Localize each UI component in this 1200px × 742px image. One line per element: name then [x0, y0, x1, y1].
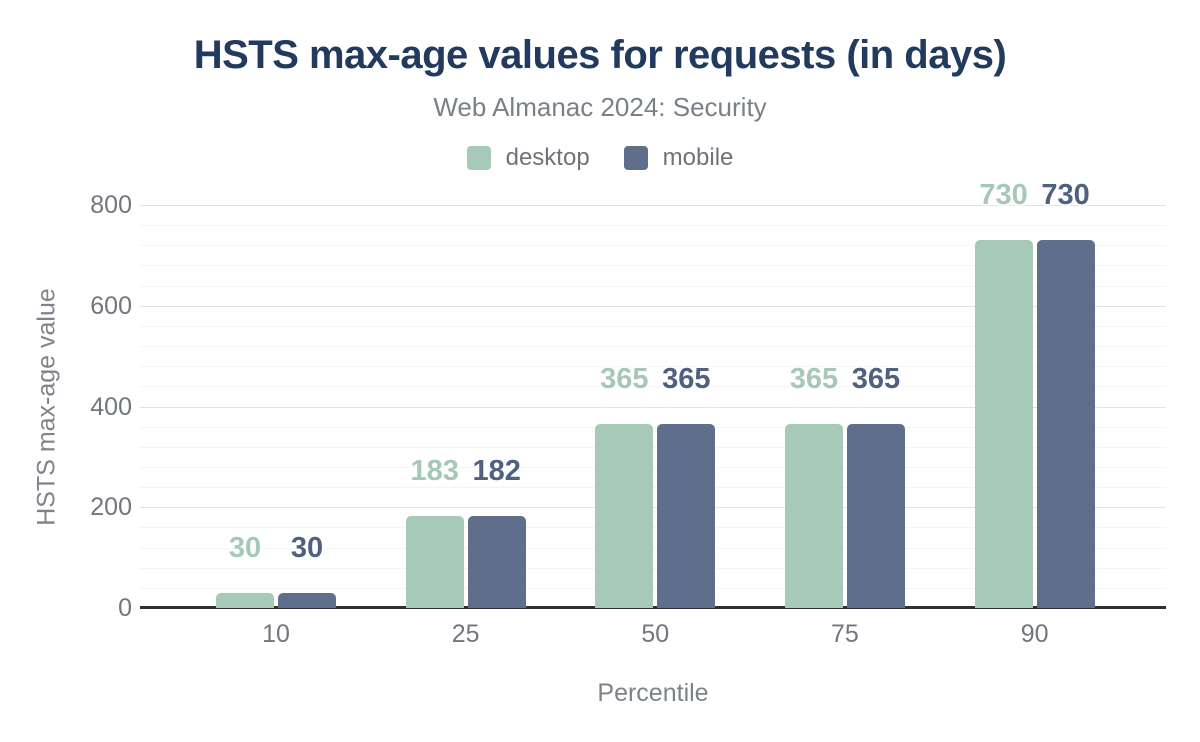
minor-gridline-520: [140, 346, 1166, 348]
mobile-value-label-p90: 730: [1041, 179, 1090, 212]
minor-gridline-680: [140, 265, 1166, 267]
minor-gridline-560: [140, 325, 1166, 327]
plot-area: 30 30 183 182 365 365 365 365 730 730: [140, 180, 1166, 609]
desktop-value-label-p75: 365: [789, 363, 839, 396]
mobile-bar-p10[interactable]: [278, 592, 336, 608]
minor-gridline-360: [140, 426, 1166, 428]
legend: desktop mobile: [0, 144, 1200, 172]
mobile-value-label-p75: 365: [851, 363, 901, 396]
chart-title: HSTS max-age values for requests (in day…: [193, 33, 1007, 77]
minor-gridline-720: [140, 245, 1166, 247]
desktop-bar-p75[interactable]: [784, 424, 843, 608]
major-gridline-400: [140, 406, 1166, 408]
mobile-bar-p90[interactable]: [1036, 240, 1095, 608]
mobile-value-label-p50: 365: [662, 363, 711, 396]
desktop-bar-p25[interactable]: [405, 515, 464, 608]
x-tick-label-25: 25: [451, 620, 480, 648]
y-tick-label-0: 0: [118, 594, 132, 622]
minor-gridline-440: [140, 386, 1166, 388]
y-tick-label-600: 600: [90, 291, 132, 320]
desktop-bar-p50[interactable]: [595, 424, 654, 608]
y-tick-label-200: 200: [90, 493, 132, 522]
mobile-value-label-p10: 30: [290, 531, 324, 564]
minor-gridline-760: [140, 225, 1166, 227]
mobile-swatch-icon: [623, 146, 648, 170]
x-tick-label-75: 75: [831, 620, 859, 648]
legend-item-desktop: desktop: [466, 144, 590, 172]
desktop-value-label-p90: 730: [979, 179, 1028, 212]
mobile-bar-p75[interactable]: [846, 424, 905, 608]
x-axis-title: Percentile: [597, 679, 709, 707]
desktop-bar-p90[interactable]: [974, 240, 1033, 608]
minor-gridline-640: [140, 285, 1166, 287]
legend-item-mobile: mobile: [623, 144, 734, 172]
desktop-value-label-p25: 183: [410, 454, 459, 487]
x-tick-label-50: 50: [641, 620, 670, 648]
major-gridline-600: [140, 305, 1166, 307]
desktop-value-label-p50: 365: [600, 363, 649, 396]
minor-gridline-480: [140, 366, 1166, 368]
x-tick-label-90: 90: [1020, 620, 1049, 648]
mobile-bar-p25[interactable]: [467, 516, 526, 608]
mobile-bar-p50[interactable]: [657, 424, 716, 608]
desktop-swatch-icon: [466, 146, 491, 170]
x-tick-label-10: 10: [262, 620, 290, 648]
y-tick-label-400: 400: [90, 392, 132, 421]
desktop-value-label-p10: 30: [228, 531, 262, 564]
legend-label-desktop: desktop: [505, 144, 590, 171]
major-gridline-800: [140, 205, 1166, 206]
chart-subtitle: Web Almanac 2024: Security: [433, 92, 767, 122]
mobile-value-label-p25: 182: [472, 455, 521, 488]
legend-label-mobile: mobile: [662, 144, 734, 171]
y-tick-label-800: 800: [90, 191, 132, 219]
desktop-bar-p10[interactable]: [216, 592, 274, 608]
